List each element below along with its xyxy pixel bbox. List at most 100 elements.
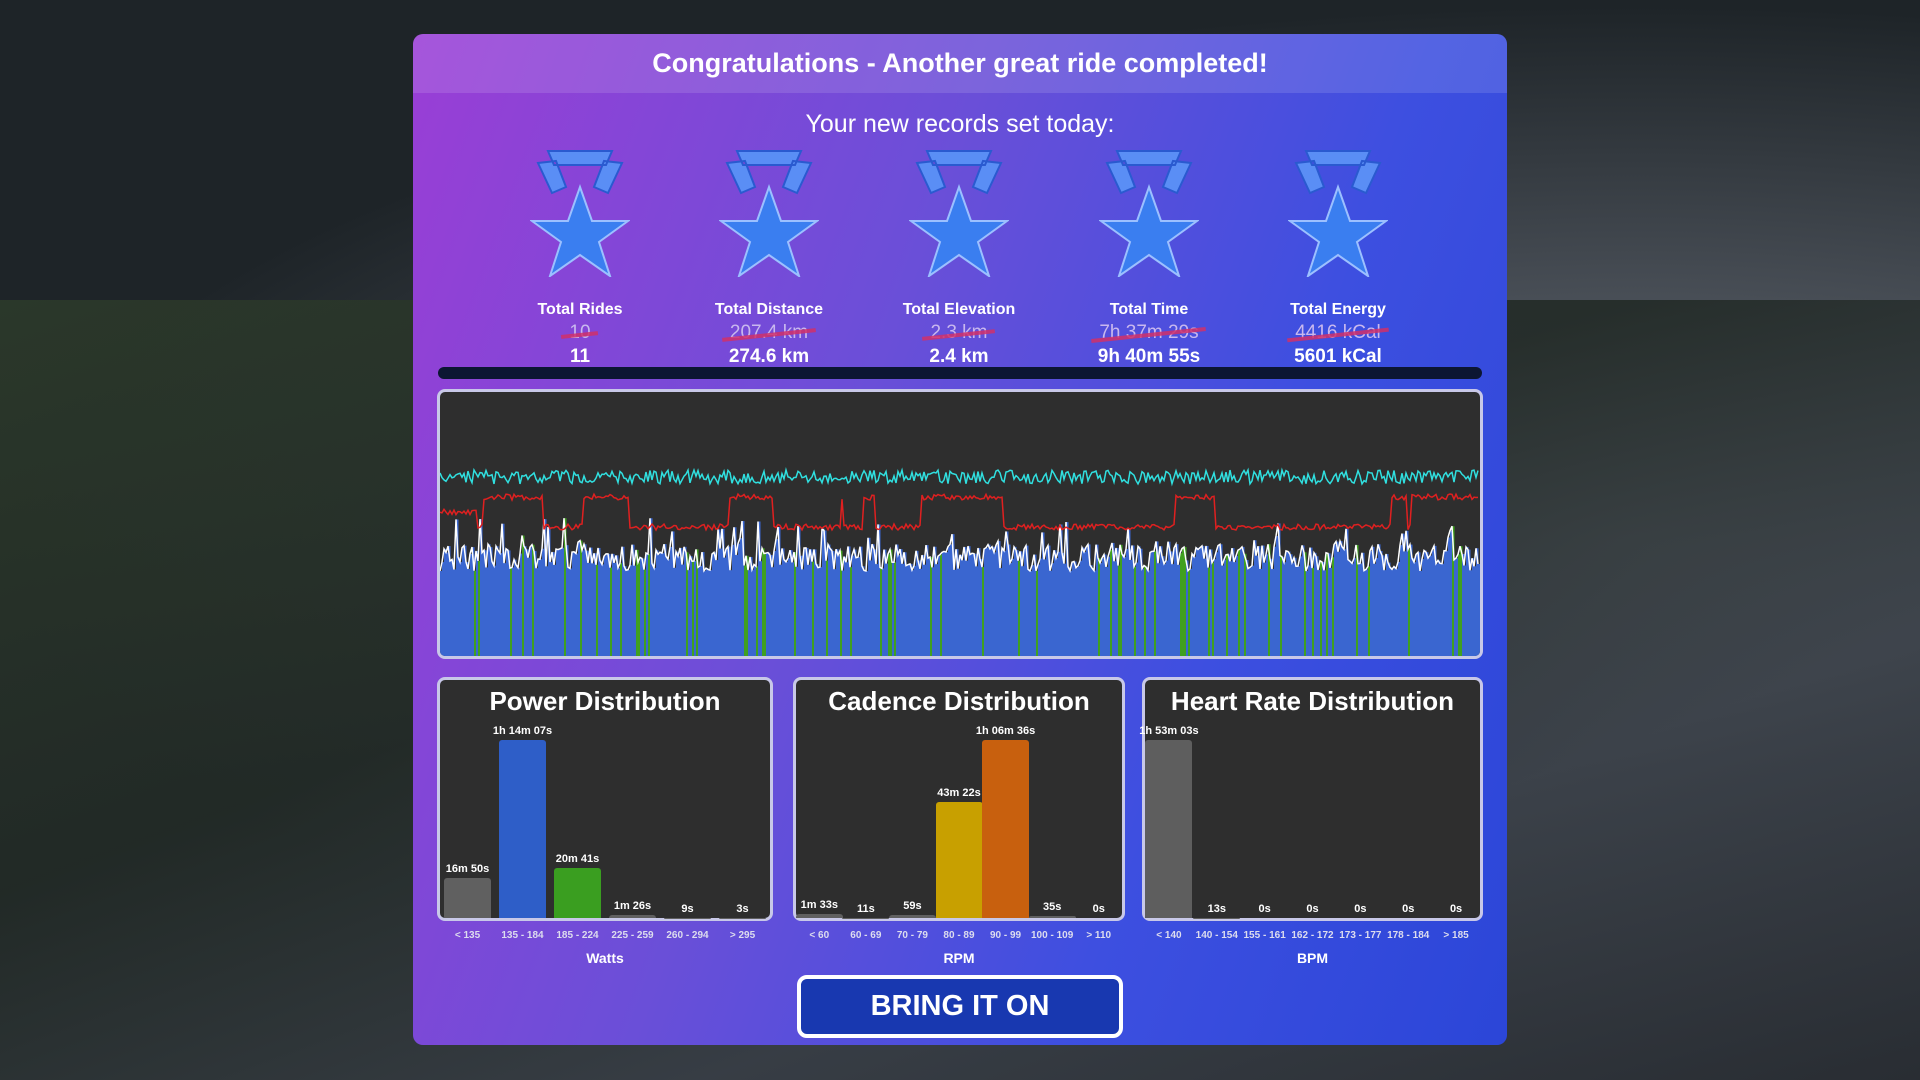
power-bar (1266, 554, 1269, 656)
power-bar (814, 549, 817, 656)
power-bar (484, 550, 487, 656)
bar-value-label: 0s (1306, 903, 1319, 915)
power-bar (1102, 558, 1105, 656)
power-bar (1118, 565, 1121, 656)
power-bar (478, 560, 481, 656)
power-bar (640, 557, 643, 656)
power-bar (584, 544, 587, 656)
power-bar (508, 550, 511, 656)
power-bar (738, 543, 741, 656)
power-bar (1246, 559, 1249, 656)
power-bar (974, 553, 977, 656)
record-new-value: 5601 kCal (1294, 346, 1382, 367)
power-bar (672, 531, 675, 656)
power-bar (1146, 566, 1149, 656)
power-bar (1034, 554, 1037, 656)
record-total-rides: Total Rides 10 11 (490, 149, 670, 368)
power-bar (866, 570, 869, 656)
power-bar (776, 539, 779, 656)
power-bar (1178, 564, 1181, 656)
distribution-bar (795, 913, 843, 918)
distribution-bar (609, 914, 656, 918)
power-bar (804, 547, 807, 656)
bring-it-on-button[interactable]: BRING IT ON (797, 975, 1123, 1038)
power-bar (1358, 563, 1361, 656)
power-bar (468, 568, 471, 656)
power-bar (742, 521, 745, 656)
power-bar (962, 560, 965, 656)
power-bar (722, 528, 725, 656)
cadence-line (440, 467, 1479, 487)
power-bar (1136, 562, 1139, 656)
power-bar (906, 565, 909, 656)
power-bar (600, 560, 603, 656)
power-bar (836, 549, 839, 656)
power-bar (510, 568, 513, 656)
power-bar (708, 569, 711, 656)
power-bar (976, 566, 979, 656)
bar-value-label: 3s (736, 902, 749, 915)
record-new-value: 2.4 km (929, 346, 989, 367)
power-bar (796, 566, 799, 656)
medal-star-icon (1286, 150, 1390, 279)
power-bar (1018, 560, 1021, 656)
power-bar (1454, 559, 1457, 656)
power-bar (1324, 570, 1327, 656)
power-bar (908, 564, 911, 656)
power-bar (1010, 562, 1013, 656)
power-bar (634, 565, 637, 656)
power-bar (548, 527, 551, 656)
power-bar (648, 554, 651, 656)
power-bar (516, 564, 519, 656)
power-bar (1424, 550, 1427, 656)
power-bar (1346, 528, 1349, 656)
power-bar (876, 564, 879, 656)
power-bar (1224, 559, 1227, 656)
power-bar (1220, 544, 1223, 656)
power-bar (1406, 530, 1409, 656)
power-bar (1040, 558, 1043, 656)
ride-graph (437, 389, 1483, 659)
power-bar (1044, 559, 1047, 656)
power-bar (1140, 548, 1143, 656)
power-bar (1180, 553, 1183, 656)
power-bar (1024, 549, 1027, 656)
x-axis-label: Watts (586, 950, 624, 966)
power-bar (1272, 569, 1275, 656)
power-bar (1208, 567, 1211, 656)
power-bar (1260, 568, 1263, 656)
power-bar (1088, 544, 1091, 656)
power-bar (798, 526, 801, 656)
power-bar (850, 567, 853, 656)
power-bar (1176, 544, 1179, 656)
power-bar (608, 553, 611, 656)
power-bar (1116, 547, 1119, 656)
ride-summary-panel: Congratulations - Another great ride com… (413, 34, 1507, 1045)
power-bar (868, 537, 871, 656)
power-bar (1226, 554, 1229, 656)
power-bar (736, 554, 739, 656)
power-bar (650, 518, 653, 656)
power-bar (1364, 570, 1367, 656)
x-tick-label: < 140 (1156, 930, 1182, 941)
power-bar (1074, 561, 1077, 656)
power-bar (1198, 549, 1201, 656)
power-bar (564, 518, 567, 656)
power-bar (716, 560, 719, 656)
power-bar (880, 567, 883, 656)
power-bar (938, 556, 941, 656)
power-bar (502, 523, 505, 656)
cadence-distribution: Cadence Distribution 1m 33s 11s 59s 43m 22s 1… (793, 677, 1125, 966)
power-bar (520, 553, 523, 656)
power-bar (518, 567, 521, 656)
power-bar (1340, 541, 1343, 656)
power-bar (982, 567, 985, 656)
power-bar (1186, 560, 1189, 656)
power-bar (1268, 544, 1271, 656)
power-bar (1250, 567, 1253, 656)
power-bar (970, 554, 973, 656)
power-bar (794, 552, 797, 656)
power-bar (1478, 564, 1480, 656)
power-bar (1124, 557, 1127, 656)
power-bar (898, 554, 901, 656)
